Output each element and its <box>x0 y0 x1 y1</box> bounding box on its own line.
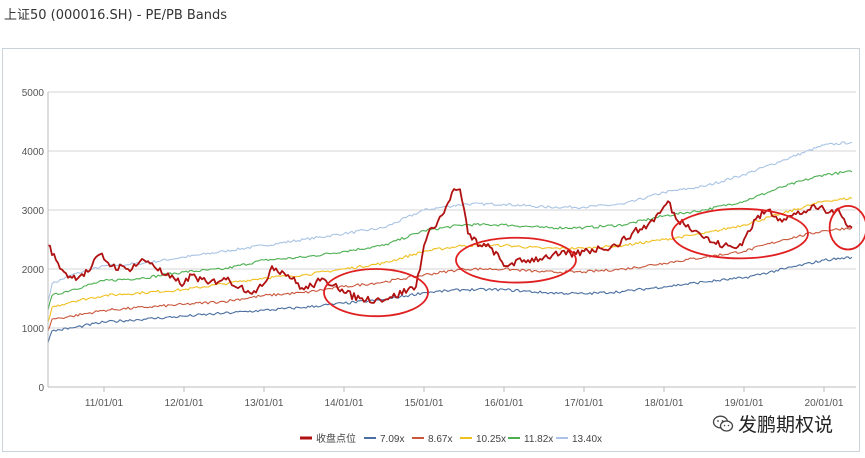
series-line-4 <box>47 170 853 311</box>
highlight-ellipse <box>671 207 809 260</box>
highlight-ellipse <box>828 204 865 251</box>
series-line-3 <box>47 197 853 323</box>
y-tick-label: 1000 <box>22 324 45 335</box>
y-tick-label: 0 <box>38 383 44 394</box>
axis-layer: 0 1000 2000 3000 4000 5000 11/01/01 12/01/01 13/… <box>22 88 856 409</box>
highlight-ellipse <box>323 268 429 318</box>
legend-item-4[interactable]: 11.82x <box>508 434 553 445</box>
y-tick-label: 2000 <box>22 265 45 276</box>
annotation-layer <box>323 204 865 318</box>
x-tick-label: 13/01/01 <box>245 398 284 409</box>
chart-frame <box>2 48 860 452</box>
x-tick-label: 17/01/01 <box>565 398 604 409</box>
chart-title: 上证50 (000016.SH) - PE/PB Bands <box>4 8 228 23</box>
x-tick-label: 11/01/01 <box>85 398 124 409</box>
x-tick-label: 16/01/01 <box>485 398 524 409</box>
legend-label: 8.67x <box>428 434 452 445</box>
x-tick-label: 15/01/01 <box>405 398 444 409</box>
x-tick-label: 20/01/01 <box>805 398 844 409</box>
legend-label: 7.09x <box>380 434 404 445</box>
series-layer <box>47 141 853 343</box>
legend-item-1[interactable]: 7.09x <box>364 434 404 445</box>
legend-item-0[interactable]: 收盘点位 <box>300 432 356 445</box>
legend-item-5[interactable]: 13.40x <box>556 434 602 445</box>
series-line-5 <box>47 141 853 302</box>
series-line-1 <box>47 256 853 343</box>
x-tick-label: 19/01/01 <box>725 398 764 409</box>
y-tick-label: 4000 <box>22 147 45 158</box>
highlight-ellipse <box>455 236 577 284</box>
legend-item-3[interactable]: 10.25x <box>460 434 506 445</box>
legend-item-2[interactable]: 8.67x <box>412 434 452 445</box>
legend-label: 10.25x <box>476 434 506 445</box>
series-line-2 <box>47 227 853 332</box>
legend-label: 11.82x <box>524 434 553 445</box>
x-tick-label: 18/01/01 <box>645 398 684 409</box>
series-line-0 <box>47 188 853 304</box>
y-tick-label: 3000 <box>22 206 45 217</box>
watermark: 发鹏期权说 <box>712 410 833 437</box>
legend-label: 收盘点位 <box>316 432 356 445</box>
x-tick-label: 14/01/01 <box>325 398 364 409</box>
legend-label: 13.40x <box>572 434 602 445</box>
watermark-text: 发鹏期权说 <box>738 414 834 436</box>
legend[interactable]: 收盘点位 7.09x 8.67x 10.25x 11.82x 13.40x <box>300 432 602 445</box>
y-tick-label: 5000 <box>22 88 45 99</box>
x-tick-label: 12/01/01 <box>165 398 204 409</box>
grid-layer <box>48 91 856 388</box>
wechat-icon <box>712 415 734 432</box>
